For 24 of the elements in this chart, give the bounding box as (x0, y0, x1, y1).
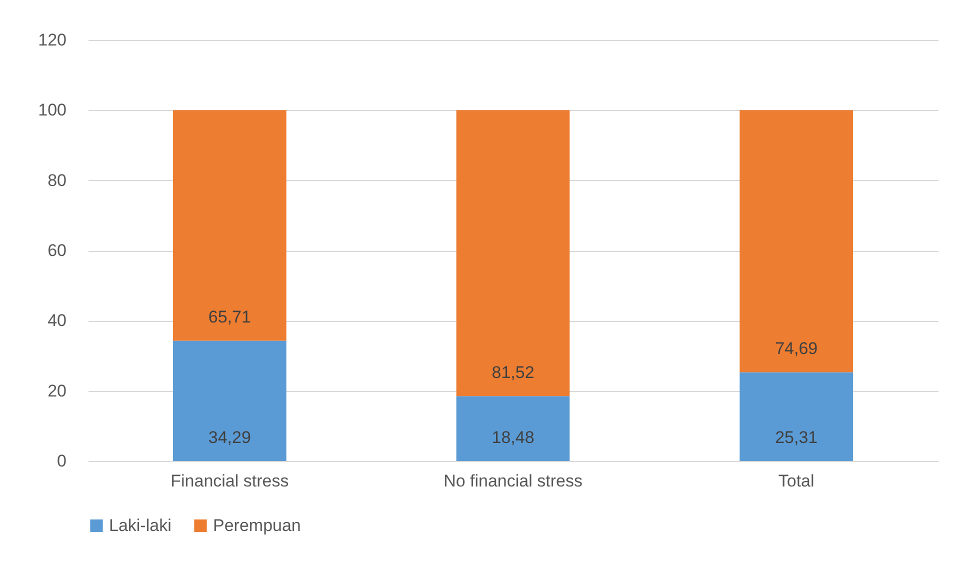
y-tick-label: 120 (38, 30, 66, 50)
bar (740, 372, 853, 461)
y-tick-label: 100 (38, 100, 66, 120)
x-tick-label: No financial stress (444, 472, 582, 490)
x-tick-label: Total (778, 472, 814, 490)
y-tick-label: 40 (48, 311, 66, 330)
legend-label: Perempuan (213, 516, 301, 535)
bar (456, 110, 570, 396)
y-tick-label: 0 (57, 452, 66, 470)
bar (456, 396, 570, 461)
bar (173, 110, 286, 341)
bar (740, 110, 853, 372)
data-label: 18,48 (492, 428, 534, 447)
data-label: 25,31 (775, 428, 818, 447)
y-tick-label: 20 (48, 381, 66, 400)
data-label: 34,29 (208, 428, 251, 447)
x-tick-label: Financial stress (170, 472, 289, 490)
data-label: 74,69 (775, 339, 818, 358)
data-label: 65,71 (208, 308, 251, 327)
y-tick-label: 80 (48, 170, 66, 190)
legend-label: Laki-laki (109, 516, 172, 535)
y-tick-label: 60 (48, 241, 66, 260)
data-label: 81,52 (492, 363, 534, 382)
bar (173, 340, 286, 461)
